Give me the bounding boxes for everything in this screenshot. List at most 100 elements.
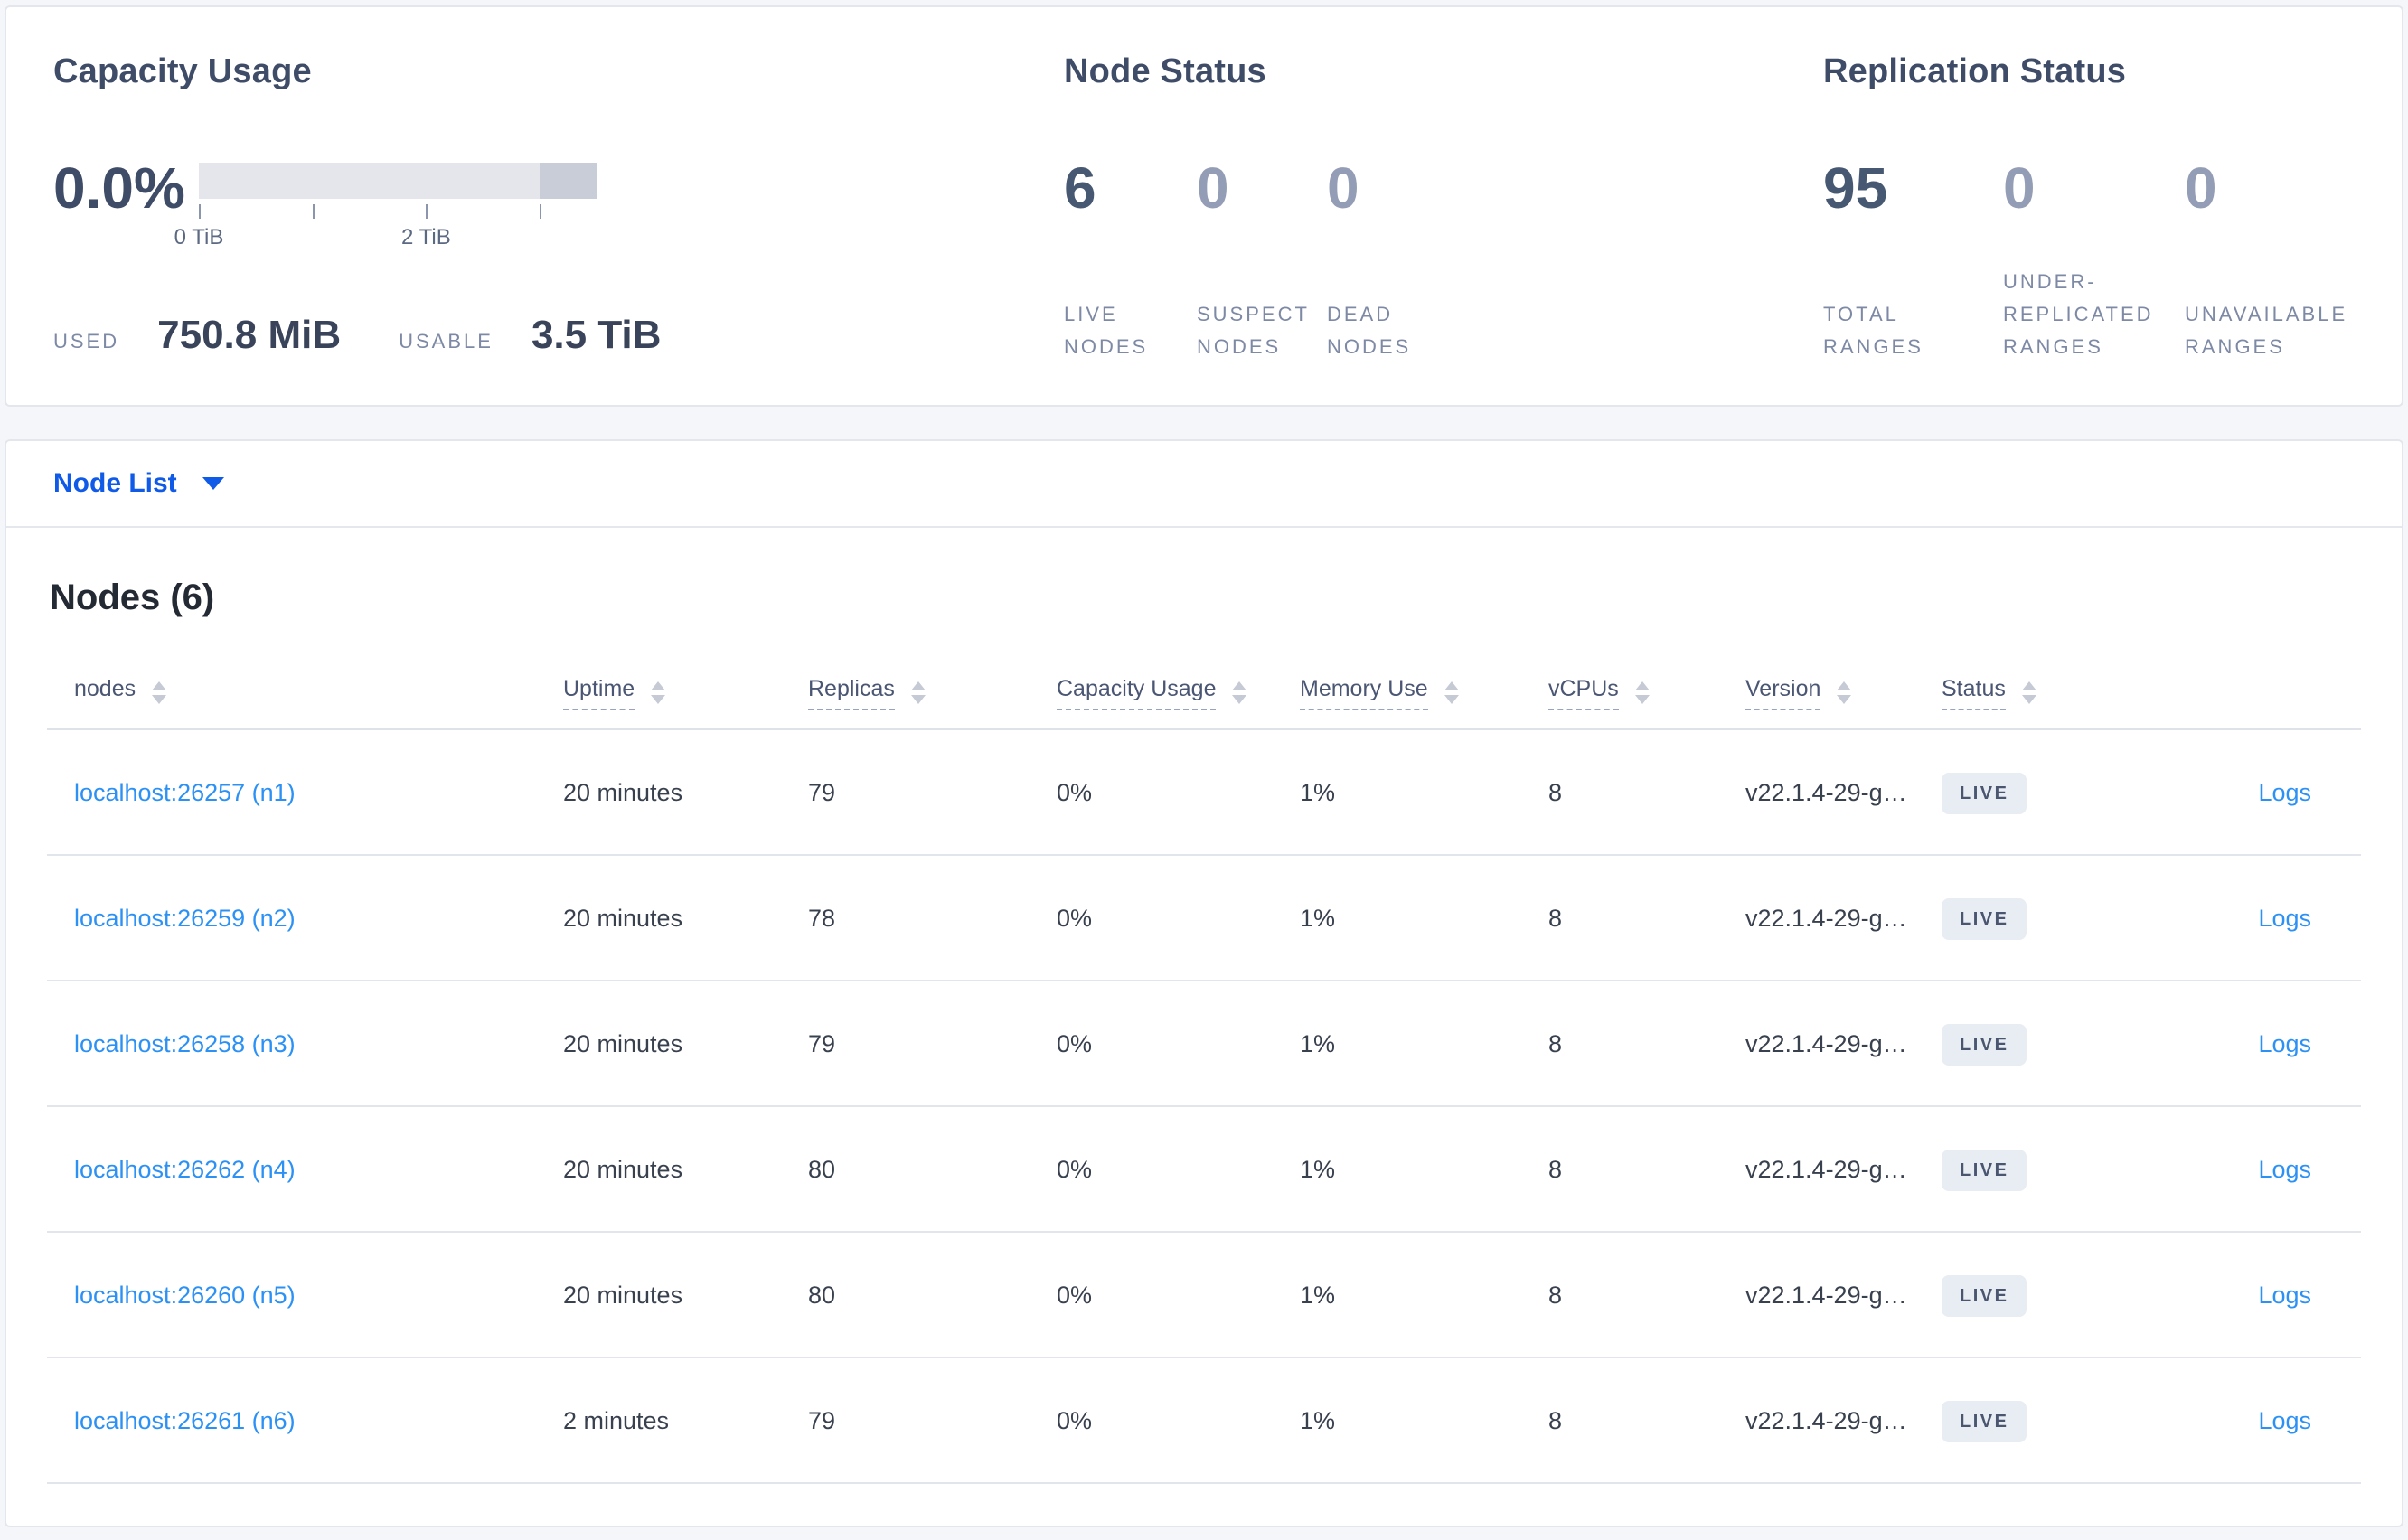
under-replicated-ranges-stat: 0 UNDER-REPLICATED RANGES (2003, 159, 2185, 363)
capacity-usage-cell: 0% (1057, 1282, 1093, 1309)
under-replicated-ranges-count: 0 (2003, 155, 2036, 221)
memory-use-cell: 1% (1300, 905, 1336, 932)
capacity-gauge-tick-labels: 0 TiB 2 TiB (174, 224, 597, 251)
cluster-summary-panel: Capacity Usage 0.0% 0 TiB 2 TiB USED 750… (5, 5, 2403, 407)
nodes-table-header: nodes Uptime Replicas Capacity Usage Mem… (6, 654, 2402, 730)
status-badge: LIVE (1942, 1400, 2027, 1442)
node-link[interactable]: localhost:26258 (n3) (74, 1030, 296, 1057)
nodes-table: nodes Uptime Replicas Capacity Usage Mem… (6, 654, 2402, 1484)
column-header-replicas: Replicas (808, 674, 1057, 710)
node-link[interactable]: localhost:26262 (n4) (74, 1156, 296, 1183)
view-selector[interactable]: Node List (6, 441, 2402, 528)
column-header-memory-use: Memory Use (1300, 674, 1548, 710)
replicas-cell: 79 (808, 779, 836, 806)
total-ranges-label: TOTAL RANGES (1823, 303, 1924, 358)
dead-nodes-stat: 0 DEAD NODES (1327, 159, 1460, 363)
used-value: 750.8 MiB (157, 313, 342, 357)
chevron-down-icon[interactable] (202, 477, 224, 490)
memory-use-cell: 1% (1300, 1156, 1336, 1183)
replicas-cell: 80 (808, 1282, 836, 1309)
version-cell: v22.1.4-29-g… (1745, 905, 1907, 932)
uptime-cell: 20 minutes (563, 1030, 683, 1057)
uptime-cell: 2 minutes (563, 1407, 670, 1434)
logs-link[interactable]: Logs (2258, 905, 2311, 932)
table-row: localhost:26258 (n3) 20 minutes 79 0% 1%… (6, 981, 2402, 1107)
suspect-nodes-count: 0 (1197, 155, 1229, 221)
view-selector-label[interactable]: Node List (53, 468, 177, 498)
uptime-cell: 20 minutes (563, 779, 683, 806)
version-cell: v22.1.4-29-g… (1745, 779, 1907, 806)
capacity-gauge-track (199, 163, 597, 199)
capacity-usage-cell: 0% (1057, 1156, 1093, 1183)
sort-icon[interactable] (1232, 681, 1247, 704)
version-cell: v22.1.4-29-g… (1745, 1030, 1907, 1057)
sort-icon[interactable] (1634, 681, 1650, 704)
nodes-table-title: Nodes (6) (50, 578, 215, 617)
node-list-panel: Node List Nodes (6) nodes Uptime Replica… (5, 439, 2403, 1527)
node-link[interactable]: localhost:26261 (n6) (74, 1407, 296, 1434)
status-badge: LIVE (1942, 1023, 2027, 1066)
column-header-status: Status (1942, 674, 2171, 710)
sort-icon[interactable] (2021, 681, 2036, 704)
logs-link[interactable]: Logs (2258, 779, 2311, 806)
status-badge: LIVE (1942, 1274, 2027, 1317)
node-status-title: Node Status (1064, 52, 1266, 90)
under-replicated-ranges-label: UNDER-REPLICATED RANGES (2003, 270, 2154, 358)
logs-link[interactable]: Logs (2258, 1407, 2311, 1434)
vcpus-cell: 8 (1548, 905, 1563, 932)
vcpus-cell: 8 (1548, 1407, 1563, 1434)
logs-link[interactable]: Logs (2258, 1156, 2311, 1183)
replicas-cell: 78 (808, 905, 836, 932)
table-row: localhost:26261 (n6) 2 minutes 79 0% 1% … (6, 1358, 2402, 1484)
logs-link[interactable]: Logs (2258, 1282, 2311, 1309)
node-link[interactable]: localhost:26260 (n5) (74, 1282, 296, 1309)
sort-icon[interactable] (651, 681, 666, 704)
sort-icon[interactable] (1444, 681, 1459, 704)
replicas-cell: 80 (808, 1156, 836, 1183)
table-row: localhost:26259 (n2) 20 minutes 78 0% 1%… (6, 856, 2402, 981)
replication-status-title: Replication Status (1823, 52, 2127, 90)
replicas-cell: 79 (808, 1030, 836, 1057)
usable-value: 3.5 TiB (531, 313, 662, 357)
total-ranges-count: 95 (1823, 155, 1888, 221)
tick-label-0: 0 TiB (174, 225, 224, 249)
vcpus-cell: 8 (1548, 779, 1563, 806)
dead-nodes-label: DEAD NODES (1327, 303, 1412, 358)
vcpus-cell: 8 (1548, 1030, 1563, 1057)
replicas-cell: 79 (808, 1407, 836, 1434)
live-nodes-label: LIVE NODES (1064, 303, 1149, 358)
sort-icon[interactable] (152, 681, 167, 704)
capacity-usage-cell: 0% (1057, 779, 1093, 806)
version-cell: v22.1.4-29-g… (1745, 1282, 1907, 1309)
table-row: localhost:26257 (n1) 20 minutes 79 0% 1%… (6, 730, 2402, 856)
capacity-used-percent: 0.0% (53, 155, 185, 221)
column-header-vcpus: vCPUs (1548, 674, 1745, 710)
logs-link[interactable]: Logs (2258, 1030, 2311, 1057)
table-row: localhost:26260 (n5) 20 minutes 80 0% 1%… (6, 1233, 2402, 1358)
uptime-cell: 20 minutes (563, 1282, 683, 1309)
vcpus-cell: 8 (1548, 1282, 1563, 1309)
live-nodes-stat: 6 LIVE NODES (1064, 159, 1197, 363)
suspect-nodes-label: SUSPECT NODES (1197, 303, 1310, 358)
status-badge: LIVE (1942, 772, 2027, 814)
column-header-uptime: Uptime (563, 674, 808, 710)
tick-label-2: 2 TiB (401, 225, 451, 249)
capacity-used-usable-row: USED 750.8 MiB USABLE 3.5 TiB (53, 313, 661, 358)
node-link[interactable]: localhost:26259 (n2) (74, 905, 296, 932)
status-badge: LIVE (1942, 897, 2027, 940)
capacity-gauge: 0 TiB 2 TiB (174, 163, 597, 251)
capacity-usage-cell: 0% (1057, 1030, 1093, 1057)
vcpus-cell: 8 (1548, 1156, 1563, 1183)
sort-icon[interactable] (1837, 681, 1852, 704)
column-header-capacity-usage: Capacity Usage (1057, 674, 1300, 710)
unavailable-ranges-stat: 0 UNAVAILABLE RANGES (2185, 159, 2402, 363)
table-row: localhost:26262 (n4) 20 minutes 80 0% 1%… (6, 1107, 2402, 1233)
capacity-usage-cell: 0% (1057, 905, 1093, 932)
sort-icon[interactable] (910, 681, 926, 704)
live-nodes-count: 6 (1064, 155, 1096, 221)
uptime-cell: 20 minutes (563, 1156, 683, 1183)
dead-nodes-count: 0 (1327, 155, 1359, 221)
node-link[interactable]: localhost:26257 (n1) (74, 779, 296, 806)
capacity-gauge-end-segment (540, 163, 597, 199)
capacity-usage-title: Capacity Usage (53, 52, 312, 90)
